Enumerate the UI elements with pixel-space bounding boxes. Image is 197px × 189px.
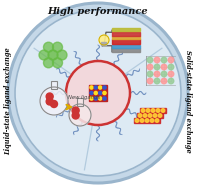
Circle shape [66,61,130,125]
Circle shape [44,42,54,52]
Circle shape [147,64,153,70]
Circle shape [52,58,62,68]
Circle shape [48,50,58,60]
Circle shape [140,119,144,122]
Circle shape [148,114,152,117]
Circle shape [147,71,153,77]
Circle shape [158,114,162,117]
Circle shape [46,93,53,100]
Circle shape [153,114,157,117]
Circle shape [94,86,98,89]
Circle shape [150,119,154,122]
Bar [112,45,140,48]
Circle shape [90,91,93,95]
Bar [77,98,83,106]
Circle shape [161,57,167,63]
Circle shape [72,112,79,119]
Circle shape [151,109,155,112]
Text: Liquid-state ligand exchange: Liquid-state ligand exchange [4,47,12,155]
Circle shape [147,78,153,84]
Circle shape [135,119,139,122]
Circle shape [155,119,159,122]
Circle shape [161,64,167,70]
Circle shape [146,109,150,112]
Circle shape [168,57,174,63]
Circle shape [52,42,62,52]
Bar [134,118,160,123]
Circle shape [138,114,142,117]
Circle shape [90,97,93,100]
Circle shape [98,97,102,100]
Circle shape [168,64,174,70]
Circle shape [145,119,149,122]
Text: New ligands: New ligands [68,95,100,101]
Circle shape [40,87,68,115]
Circle shape [154,64,160,70]
Bar [77,98,83,106]
Circle shape [103,91,106,95]
Circle shape [90,86,93,89]
Bar [140,108,166,113]
Circle shape [8,3,188,183]
Circle shape [72,107,79,114]
Circle shape [98,91,102,95]
Bar [89,85,107,101]
Circle shape [168,71,174,77]
Circle shape [103,97,106,100]
Circle shape [15,10,181,176]
Circle shape [161,109,165,112]
Bar [51,81,57,89]
Circle shape [141,109,145,112]
Circle shape [69,104,91,126]
Bar [112,32,140,36]
Text: High performance: High performance [48,6,148,15]
Text: Solid-state ligand exchange: Solid-state ligand exchange [184,50,192,152]
Bar [137,113,163,118]
Bar [51,81,57,89]
Circle shape [94,97,98,100]
Circle shape [94,91,98,95]
Circle shape [154,57,160,63]
Circle shape [99,35,109,45]
Circle shape [46,98,53,105]
Circle shape [161,78,167,84]
Bar [112,28,140,31]
Circle shape [156,109,160,112]
Circle shape [154,78,160,84]
Circle shape [168,78,174,84]
Circle shape [147,57,153,63]
Circle shape [103,86,106,89]
Circle shape [57,50,67,60]
Circle shape [39,50,49,60]
Bar [112,40,140,44]
Circle shape [154,71,160,77]
Circle shape [143,114,147,117]
Bar [112,48,140,52]
Circle shape [98,86,102,89]
Circle shape [50,101,58,108]
Bar [112,36,140,39]
Circle shape [161,71,167,77]
Bar [101,42,107,45]
Circle shape [44,58,54,68]
